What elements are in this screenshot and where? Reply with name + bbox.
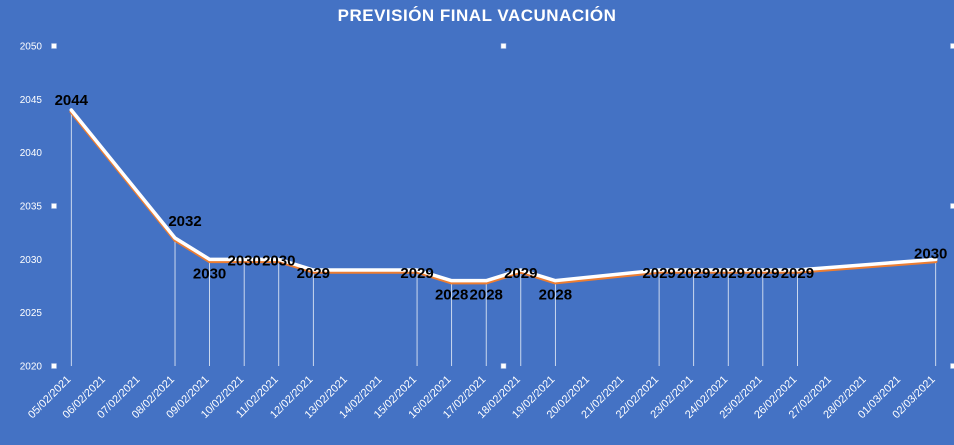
data-label: 2029 [504,265,537,282]
data-label: 2044 [55,92,89,109]
data-point [726,268,730,272]
data-point [208,257,212,261]
y-tick-label: 2030 [20,255,43,266]
data-point [173,236,177,240]
data-point [692,268,696,272]
data-label: 2030 [914,245,947,262]
data-label: 2030 [262,252,295,269]
resize-handle [51,363,57,369]
data-label: 2030 [227,252,260,269]
resize-handle [950,363,954,369]
resize-handle [51,203,57,209]
y-tick-label: 2045 [20,95,43,106]
series-line [69,108,938,283]
data-point [519,268,523,272]
resize-handle [500,43,507,49]
series-line-shadow [69,110,938,285]
data-label: 2029 [297,265,330,282]
resize-handle [950,43,954,49]
y-tick-label: 2020 [20,362,43,373]
data-label: 2030 [193,265,226,282]
data-label: 2029 [781,265,814,282]
data-point [277,257,281,261]
resize-handle [51,43,57,49]
data-label: 2029 [642,265,675,282]
data-label: 2029 [400,265,433,282]
data-label: 2032 [168,213,201,230]
data-label: 2028 [435,287,468,304]
y-tick-label: 2025 [20,308,43,319]
data-label: 2029 [746,265,779,282]
data-point [795,268,799,272]
resize-handle [500,363,507,369]
data-point [415,268,419,272]
data-point [311,268,315,272]
data-point [934,257,938,261]
data-point [242,257,246,261]
data-label: 2029 [677,265,710,282]
data-point [657,268,661,272]
data-point [761,268,765,272]
y-tick-label: 2040 [20,148,43,159]
resize-handle [950,203,954,209]
y-tick-label: 2050 [20,42,43,53]
data-label: 2029 [712,265,745,282]
y-tick-label: 2035 [20,202,43,213]
data-point [450,279,454,283]
data-label: 2028 [539,287,572,304]
chart-title: PREVISIÓN FINAL VACUNACIÓN [337,6,617,25]
data-point [553,279,557,283]
data-point [69,108,73,112]
data-label: 2028 [470,287,503,304]
data-point [484,279,488,283]
